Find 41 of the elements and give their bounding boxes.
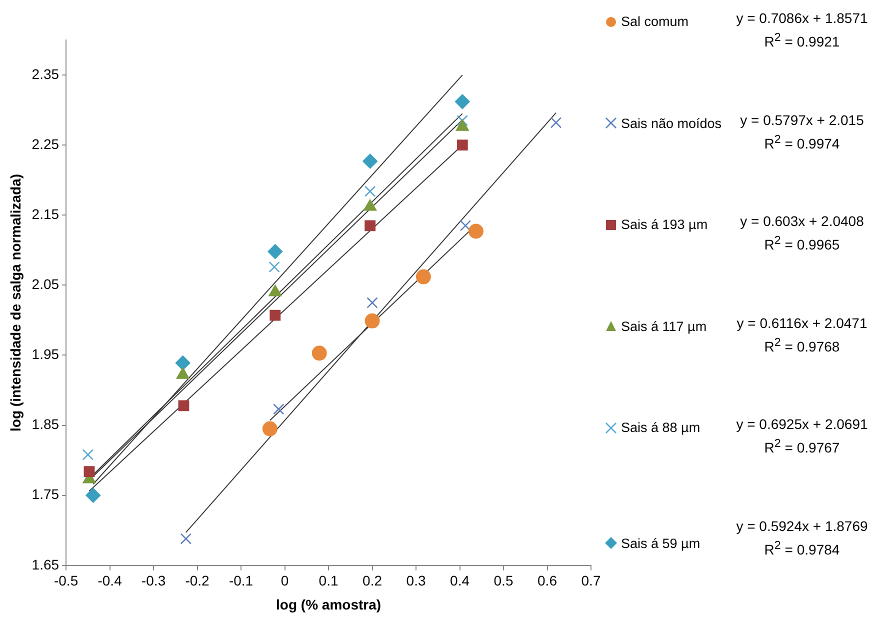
x-tick-label: -0.3 bbox=[141, 572, 166, 589]
y-tick-label: 2.35 bbox=[32, 66, 60, 82]
y-tick-label: 2.15 bbox=[32, 206, 60, 222]
y-tick-label: 1.75 bbox=[32, 486, 60, 502]
text: R$^{2}$ = 0.9974 bbox=[763, 132, 841, 154]
y-tick-label: 2.25 bbox=[32, 136, 60, 152]
text: R$^{2}$ = 0.9784 bbox=[763, 538, 841, 560]
text: y = 0.5924x + 1.8769 bbox=[735, 516, 869, 536]
text: R$^{2}$ = 0.9921 bbox=[763, 30, 841, 52]
x-axis-title: log (% amostra) bbox=[276, 596, 382, 612]
text: y = 0.5797x + 2.015 bbox=[740, 112, 864, 128]
legend-label: Sais á 88 µm bbox=[621, 420, 700, 435]
x-tick-label: -0.2 bbox=[185, 572, 210, 589]
legend-label: Sal comum bbox=[621, 14, 689, 29]
x-tick-label: 0 bbox=[280, 572, 289, 589]
x-tick-label: 0.7 bbox=[581, 572, 601, 589]
y-axis-title: log (intensidade de salga normalizada) bbox=[7, 174, 24, 432]
text: R$^{2}$ = 0.9965 bbox=[763, 233, 841, 255]
y-tick-label: 1.85 bbox=[32, 416, 60, 432]
text: y = 0.6116x + 2.0471 bbox=[736, 314, 868, 332]
x-tick-label: -0.5 bbox=[54, 572, 78, 589]
x-tick-label: 0.4 bbox=[450, 572, 470, 589]
legend-label: Sais á 117 µm bbox=[621, 318, 707, 334]
x-tick-label: 0.2 bbox=[362, 572, 382, 589]
y-tick-label: 2.05 bbox=[32, 276, 60, 292]
text: R$^{2}$ = 0.9767 bbox=[763, 436, 841, 458]
x-tick-label: -0.4 bbox=[98, 572, 122, 589]
text: y = 0.6925x + 2.0691 bbox=[735, 415, 869, 434]
text: y = 0.603x + 2.0408 bbox=[739, 212, 865, 231]
text: y = 0.7086x + 1.8571 bbox=[735, 9, 869, 28]
y-tick-label: 1.65 bbox=[32, 556, 60, 572]
y-tick-label: 1.95 bbox=[32, 346, 60, 362]
legend-label: Sais á 59 µm bbox=[621, 536, 700, 550]
legend-label: Sais não moídos bbox=[621, 116, 722, 130]
x-tick-label: 0.3 bbox=[406, 572, 426, 589]
x-tick-label: 0.5 bbox=[494, 572, 514, 589]
x-tick-label: 0.1 bbox=[318, 572, 338, 589]
text: R$^{2}$ = 0.9768 bbox=[763, 334, 841, 356]
x-tick-label: -0.1 bbox=[228, 572, 254, 589]
legend-label: Sais á 193 µm bbox=[621, 217, 708, 232]
x-tick-label: 0.6 bbox=[538, 572, 558, 589]
